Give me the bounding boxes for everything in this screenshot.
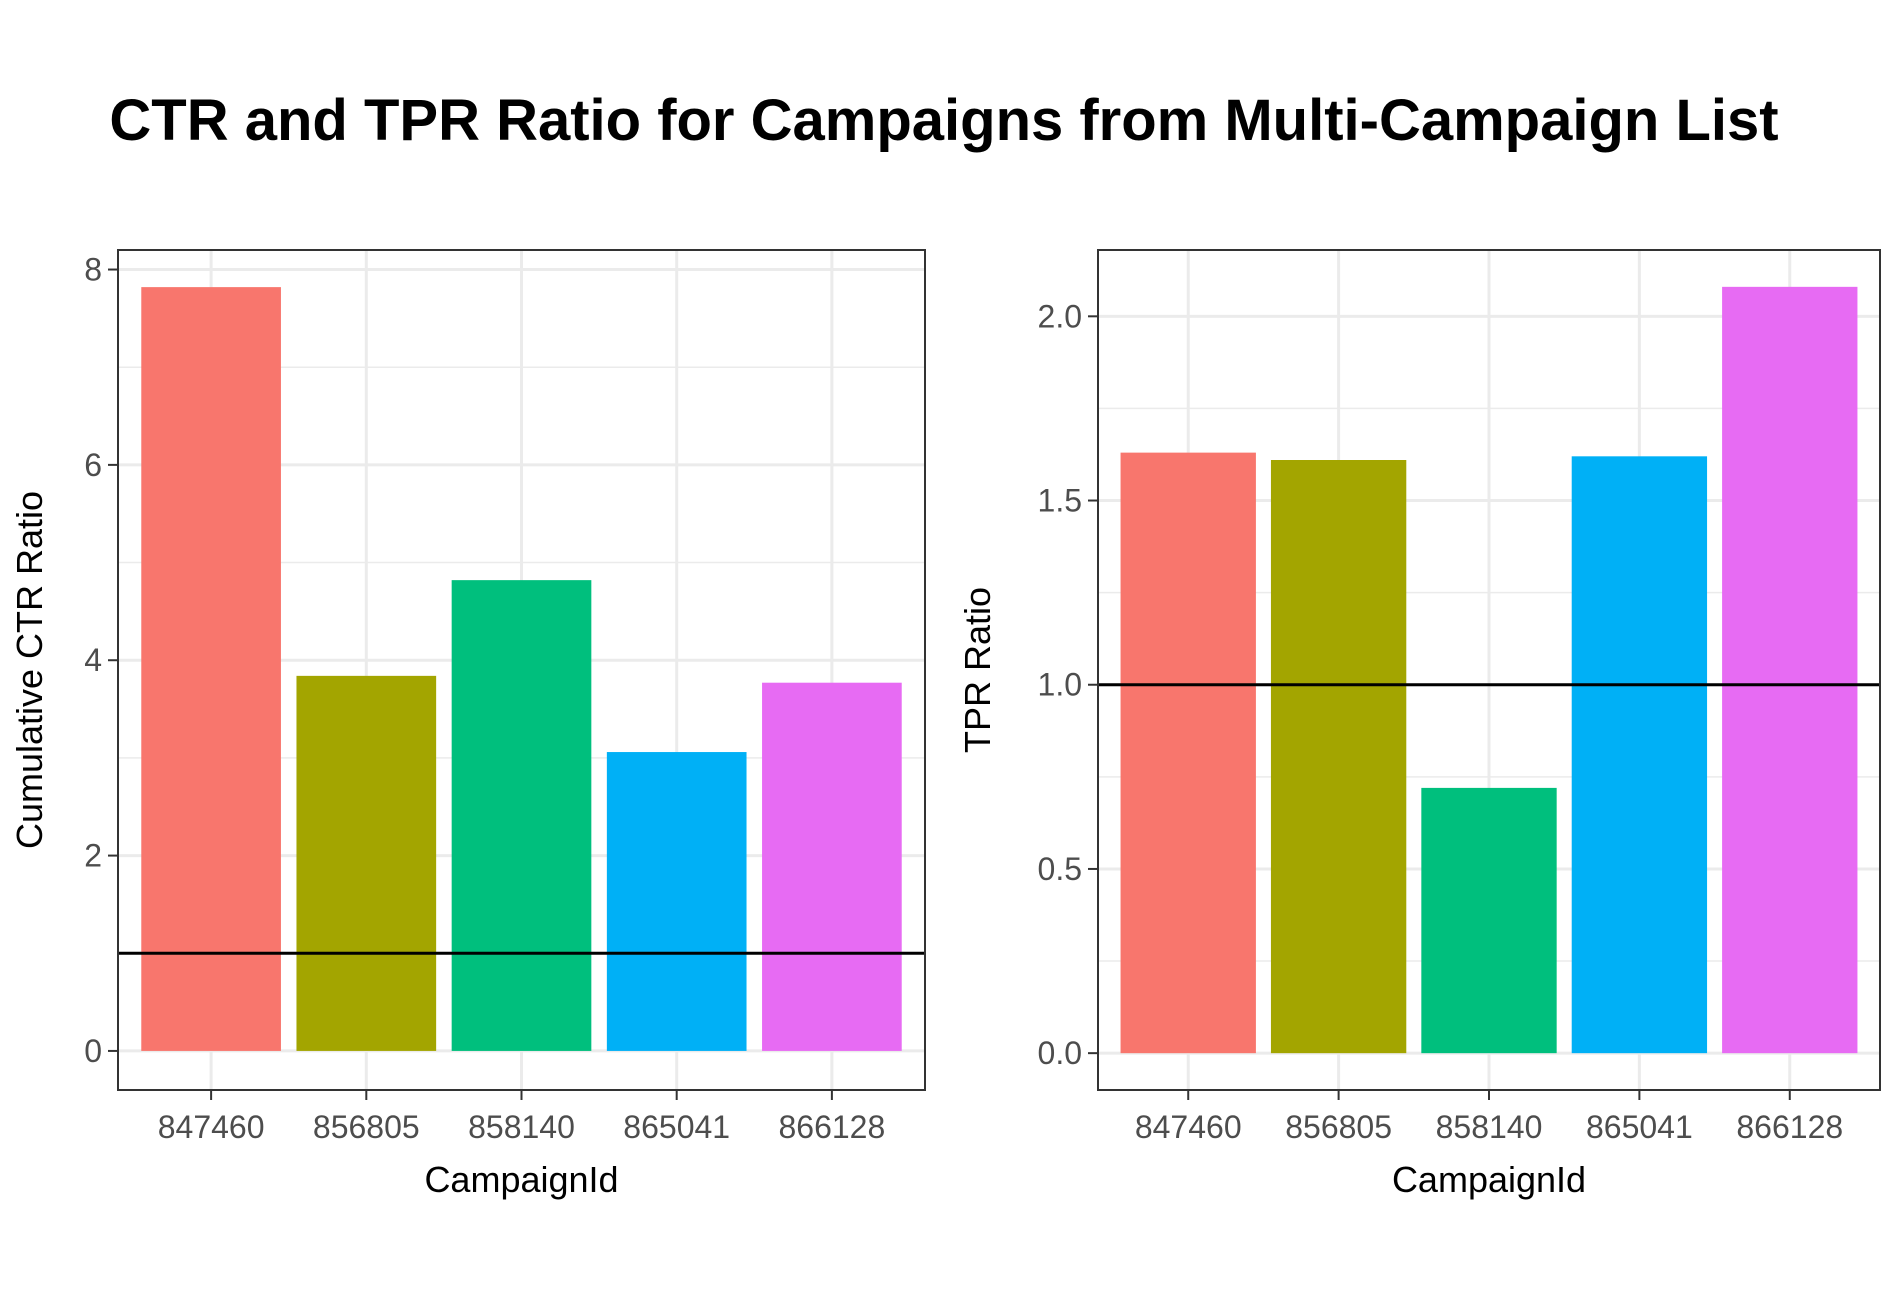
bar-865041 — [606, 752, 747, 1051]
x-tick-label: 856805 — [1285, 1109, 1392, 1145]
x-tick-label: 858140 — [1436, 1109, 1543, 1145]
y-tick-label: 0.0 — [1038, 1035, 1082, 1071]
bar-856805 — [1270, 460, 1407, 1054]
ctr-ratio-panel: 0 2 4 6 8 847460 856805 858140 865041 866128 Campa… — [9, 249, 926, 1200]
x-tick-label: 865041 — [1586, 1109, 1693, 1145]
bar-847460 — [1120, 452, 1256, 1054]
bar-858140 — [451, 580, 592, 1051]
x-tick-label: 858140 — [468, 1109, 575, 1145]
y-tick-label: 1.5 — [1038, 483, 1082, 519]
x-axis-title: CampaignId — [424, 1159, 618, 1200]
x-axis-title: CampaignId — [1392, 1159, 1586, 1200]
bar-866128 — [762, 682, 902, 1051]
x-tick-label: 847460 — [1135, 1109, 1242, 1145]
y-tick-label: 6 — [84, 447, 102, 483]
chart-title: CTR and TPR Ratio for Campaigns from Mul… — [109, 88, 1778, 153]
x-tick-label: 847460 — [158, 1109, 265, 1145]
y-tick-label: 1.0 — [1038, 667, 1082, 703]
y-tick-label: 8 — [84, 252, 102, 288]
y-tick-label: 4 — [84, 642, 102, 678]
y-axis-title: TPR Ratio — [957, 587, 998, 753]
bar-847460 — [141, 287, 281, 1051]
y-tick-label: 0 — [84, 1033, 102, 1069]
bar-856805 — [296, 675, 437, 1051]
bar-858140 — [1421, 787, 1557, 1054]
tpr-ratio-panel: 0.0 0.5 1.0 1.5 2.0 847460 856805 858140 865041 8… — [957, 249, 1881, 1200]
bar-865041 — [1571, 456, 1708, 1054]
x-tick-label: 866128 — [1736, 1109, 1843, 1145]
x-tick-label: 866128 — [778, 1109, 885, 1145]
y-tick-label: 2.0 — [1038, 298, 1082, 334]
y-tick-label: 2 — [84, 838, 102, 874]
y-axis-title: Cumulative CTR Ratio — [9, 491, 50, 849]
x-tick-label: 856805 — [313, 1109, 420, 1145]
y-tick-label: 0.5 — [1038, 851, 1082, 887]
bar-866128 — [1722, 286, 1858, 1054]
x-tick-label: 865041 — [623, 1109, 730, 1145]
